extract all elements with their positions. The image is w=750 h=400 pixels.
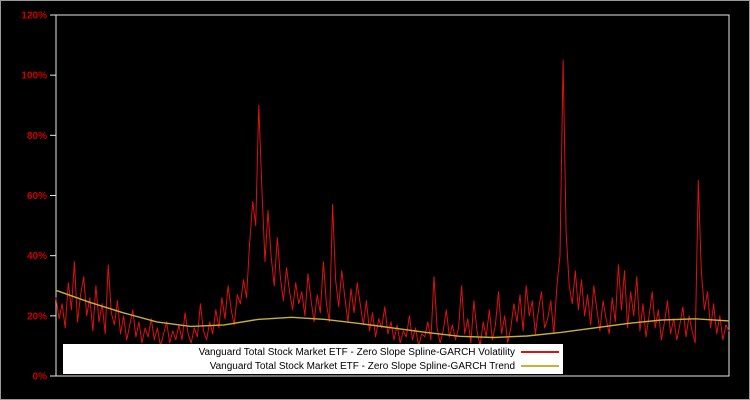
- trend-series-line: [55, 289, 730, 339]
- y-axis-tick-label: 20%: [27, 311, 47, 322]
- legend-line-sample-trend: [521, 365, 559, 367]
- legend-label-trend: Vanguard Total Stock Market ETF - Zero S…: [209, 360, 515, 372]
- legend-label-volatility: Vanguard Total Stock Market ETF - Zero S…: [198, 346, 515, 358]
- chart-legend: Vanguard Total Stock Market ETF - Zero S…: [63, 344, 563, 374]
- legend-item-trend: Vanguard Total Stock Market ETF - Zero S…: [63, 359, 559, 373]
- y-axis-tick-label: 0%: [33, 372, 48, 383]
- y-axis-tick-label: 120%: [21, 11, 47, 22]
- y-axis-tick-label: 40%: [27, 251, 47, 262]
- volatility-series-line: [55, 59, 730, 347]
- y-axis-tick-label: 60%: [27, 191, 47, 202]
- y-axis-tick-label: 100%: [21, 71, 47, 82]
- legend-line-sample-volatility: [521, 351, 559, 353]
- y-axis-tick-label: 80%: [27, 131, 47, 142]
- legend-item-volatility: Vanguard Total Stock Market ETF - Zero S…: [63, 345, 559, 359]
